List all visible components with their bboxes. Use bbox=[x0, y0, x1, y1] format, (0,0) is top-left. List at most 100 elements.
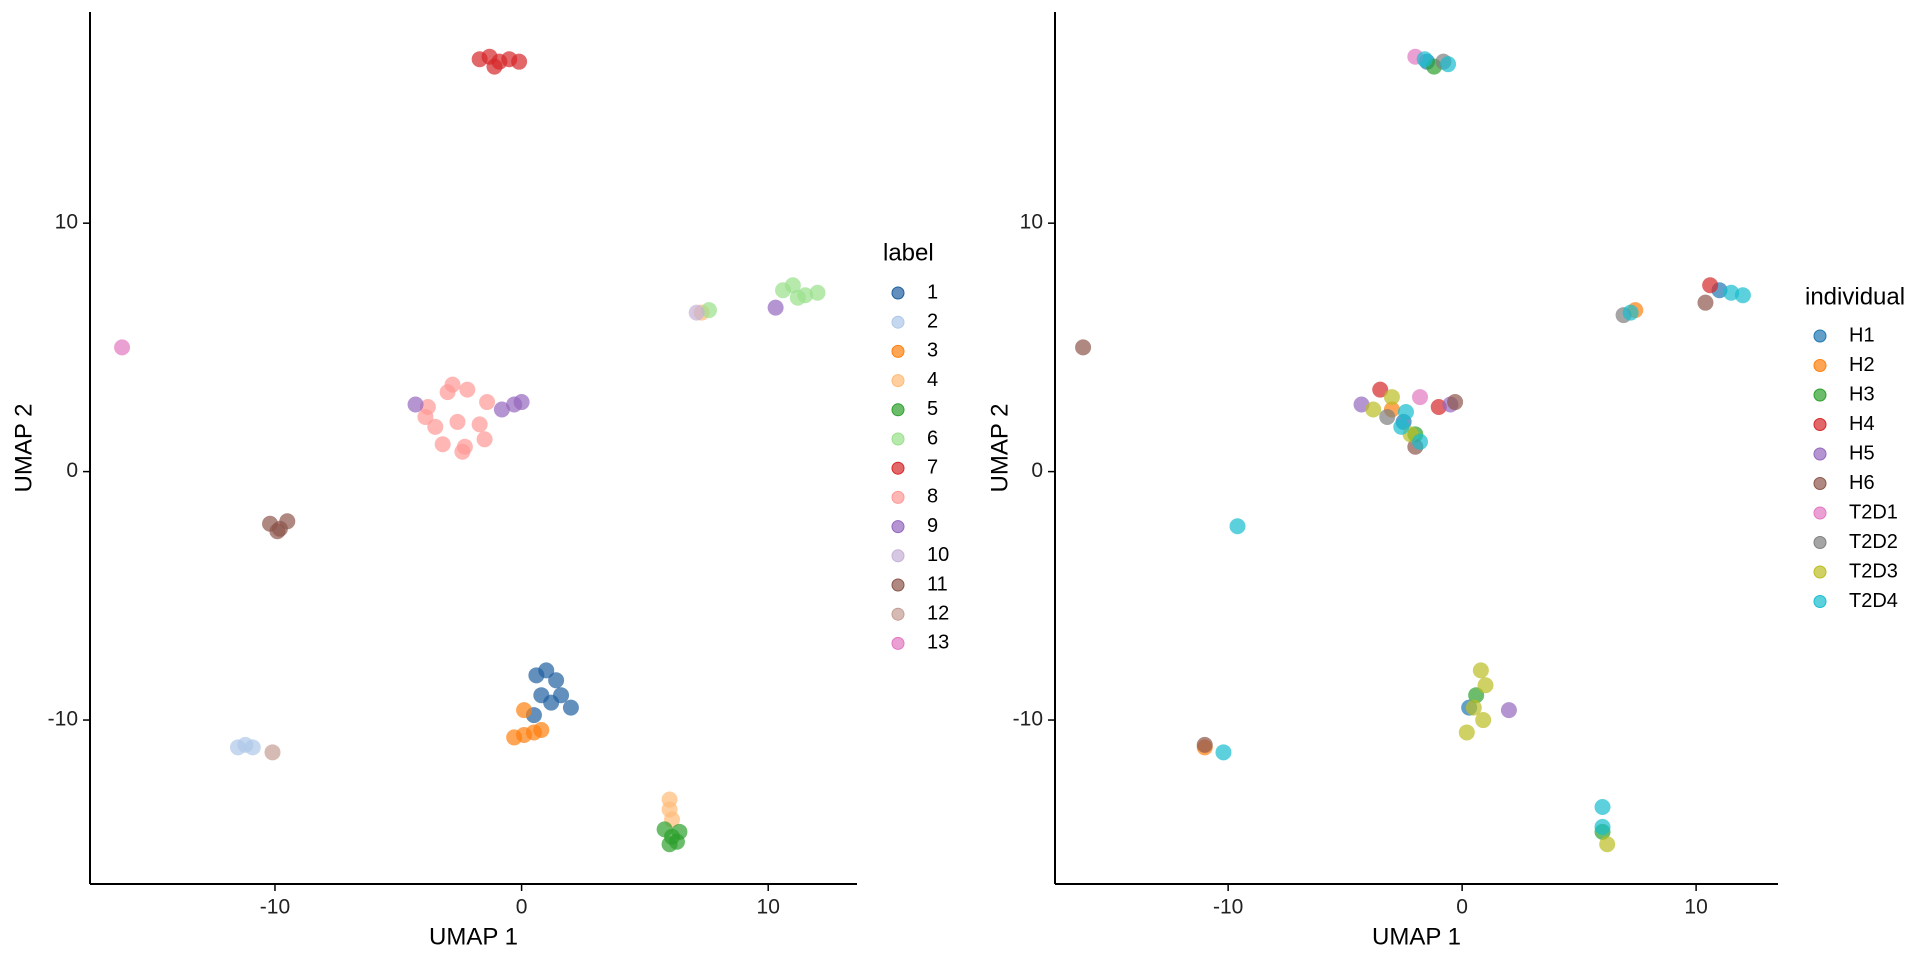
x-axis-title: UMAP 1 bbox=[429, 923, 518, 950]
point bbox=[1379, 408, 1396, 425]
legend-label: T2D2 bbox=[1849, 531, 1898, 553]
legend-label: 12 bbox=[927, 602, 949, 624]
legend-swatch bbox=[891, 549, 905, 563]
x-tick-label: 10 bbox=[757, 896, 780, 919]
legend: individual H1 H2 H3 H4 H5 H6 T2D1 T2D2 T2D3 T2D4 bbox=[1805, 283, 1905, 611]
point bbox=[454, 443, 471, 460]
legend-swatch bbox=[1813, 565, 1827, 579]
legend-swatch bbox=[891, 578, 905, 592]
point bbox=[417, 408, 434, 425]
legend-label: 9 bbox=[927, 515, 938, 537]
point bbox=[269, 523, 286, 540]
legend-label: 11 bbox=[927, 573, 948, 595]
legend-swatch bbox=[891, 490, 905, 504]
legend-label: 5 bbox=[927, 398, 938, 420]
legend-swatch bbox=[1813, 329, 1827, 343]
legend-swatch bbox=[891, 286, 905, 300]
point bbox=[562, 699, 579, 716]
point bbox=[1472, 662, 1489, 679]
point bbox=[1215, 744, 1232, 761]
point bbox=[538, 662, 555, 679]
point bbox=[1412, 433, 1429, 450]
legend-swatch bbox=[891, 520, 905, 534]
point bbox=[486, 58, 503, 75]
point bbox=[1229, 518, 1246, 535]
point bbox=[533, 721, 550, 738]
point bbox=[479, 394, 496, 411]
legend-swatch bbox=[1813, 595, 1827, 608]
legend-swatch bbox=[891, 374, 905, 388]
y-tick-label: -10 bbox=[48, 708, 78, 731]
y-axis-title: UMAP 2 bbox=[986, 404, 1013, 493]
point bbox=[114, 339, 131, 356]
points bbox=[114, 48, 826, 853]
point bbox=[513, 394, 530, 411]
point bbox=[688, 304, 705, 321]
y-tick-label: 10 bbox=[55, 211, 78, 234]
legend-label: H6 bbox=[1849, 472, 1875, 494]
point bbox=[1697, 294, 1714, 311]
point bbox=[1702, 277, 1719, 294]
legend-label: 3 bbox=[927, 340, 938, 362]
legend-swatch bbox=[1813, 388, 1827, 402]
point bbox=[784, 277, 801, 294]
point bbox=[1416, 51, 1433, 68]
point bbox=[1075, 339, 1092, 356]
legend-label: 8 bbox=[927, 486, 938, 508]
point bbox=[1397, 403, 1414, 420]
legend-label: H5 bbox=[1849, 442, 1875, 464]
x-tick-label: -10 bbox=[260, 896, 290, 919]
x-axis-title: UMAP 1 bbox=[1372, 923, 1461, 950]
legend-swatch bbox=[891, 403, 905, 417]
point bbox=[264, 744, 281, 761]
point bbox=[1412, 389, 1429, 406]
point bbox=[434, 436, 451, 453]
x-tick-label: 0 bbox=[516, 896, 528, 919]
legend-swatch bbox=[891, 344, 905, 358]
point bbox=[1196, 736, 1213, 753]
point bbox=[1365, 401, 1382, 418]
point bbox=[767, 299, 784, 316]
x-tick-label: -10 bbox=[1213, 896, 1243, 919]
legend-label: H4 bbox=[1849, 413, 1875, 435]
point bbox=[1475, 712, 1492, 729]
panel: -10 0 10 -10 0 10 UMAP 1 UMAP 2 individual H1 H2 H3… bbox=[986, 12, 1905, 950]
legend-label: 1 bbox=[927, 281, 938, 303]
point bbox=[471, 416, 488, 433]
point bbox=[449, 413, 466, 430]
point bbox=[668, 833, 685, 850]
legend-label: H2 bbox=[1849, 354, 1875, 376]
legend-swatch bbox=[1813, 359, 1827, 372]
point bbox=[1393, 418, 1410, 435]
point bbox=[493, 401, 510, 418]
legend-swatch bbox=[891, 461, 905, 475]
y-tick-label: 0 bbox=[1031, 459, 1043, 482]
x-tick-label: 10 bbox=[1684, 896, 1707, 919]
legend-label: 10 bbox=[927, 544, 949, 566]
point bbox=[1599, 836, 1616, 853]
point bbox=[789, 289, 806, 306]
point bbox=[407, 396, 424, 413]
point bbox=[444, 376, 461, 393]
legend-swatch bbox=[891, 315, 905, 329]
legend-title: label bbox=[883, 239, 934, 266]
legend-label: H1 bbox=[1849, 324, 1875, 346]
y-tick-label: 0 bbox=[66, 459, 78, 482]
legend-swatch bbox=[1813, 477, 1827, 490]
point bbox=[244, 739, 261, 756]
point bbox=[1622, 304, 1639, 321]
point bbox=[279, 513, 296, 530]
point bbox=[701, 302, 718, 319]
legend-label: 4 bbox=[927, 369, 938, 391]
point bbox=[1594, 818, 1611, 835]
y-tick-label: -10 bbox=[1013, 708, 1043, 731]
legend-swatch bbox=[891, 432, 905, 446]
point bbox=[1383, 389, 1400, 406]
y-axis-title: UMAP 2 bbox=[10, 404, 37, 493]
point bbox=[1458, 724, 1475, 741]
legend-swatch bbox=[891, 607, 905, 621]
legend-label: H3 bbox=[1849, 383, 1875, 405]
legend-label: 6 bbox=[927, 427, 938, 449]
legend-swatch bbox=[1813, 536, 1827, 549]
